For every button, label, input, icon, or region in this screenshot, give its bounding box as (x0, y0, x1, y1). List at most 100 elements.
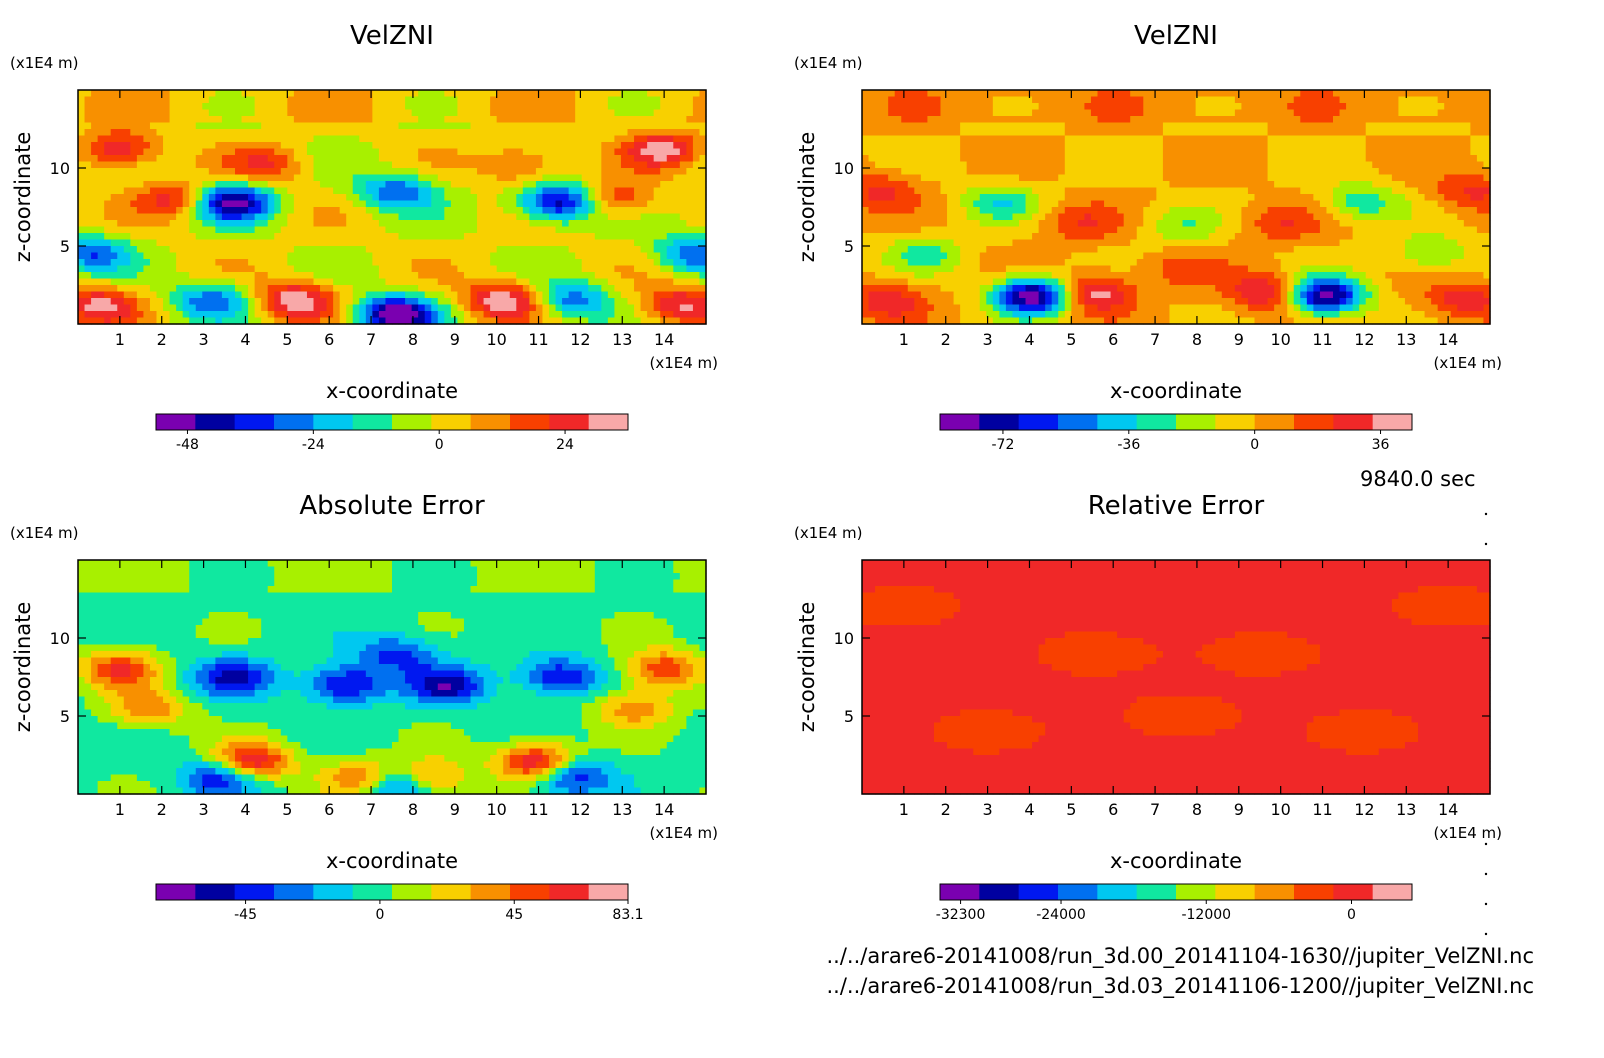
heatmap-cell (1287, 175, 1294, 182)
heatmap-cell (862, 103, 869, 110)
heatmap-cell (183, 272, 190, 279)
heatmap-cell (366, 103, 373, 110)
heatmap-cell (556, 272, 563, 279)
heatmap-cell (634, 227, 641, 234)
heatmap-cell (242, 292, 249, 299)
heatmap-cell (137, 285, 144, 292)
heatmap-cell (569, 155, 576, 162)
heatmap-cell (176, 181, 183, 188)
heatmap-cell (111, 220, 118, 227)
heatmap-cell (562, 103, 569, 110)
heatmap-cell (1359, 155, 1366, 162)
heatmap-cell (1163, 155, 1170, 162)
heatmap-cell (457, 123, 464, 130)
heatmap-cell (242, 240, 249, 247)
heatmap-cell (634, 194, 641, 201)
heatmap-cell (621, 188, 628, 195)
heatmap-cell (595, 142, 602, 149)
heatmap-cell (641, 129, 648, 136)
heatmap-cell (307, 103, 314, 110)
heatmap-cell (569, 162, 576, 169)
heatmap-cell (248, 253, 255, 260)
heatmap-cell (1065, 175, 1072, 182)
heatmap-cell (104, 136, 111, 143)
heatmap-cell (124, 181, 131, 188)
heatmap-cell (202, 292, 209, 299)
heatmap-cell (960, 181, 967, 188)
heatmap-cell (1039, 168, 1046, 175)
heatmap-cell (314, 103, 321, 110)
heatmap-cell (869, 142, 876, 149)
heatmap-cell (248, 168, 255, 175)
heatmap-cell (601, 110, 608, 117)
heatmap-cell (215, 142, 222, 149)
heatmap-cell (98, 168, 105, 175)
heatmap-cell (189, 233, 196, 240)
heatmap-cell (189, 246, 196, 253)
heatmap-cell (608, 220, 615, 227)
heatmap-cell (327, 201, 334, 208)
heatmap-cell (1104, 175, 1111, 182)
heatmap-cell (1222, 90, 1229, 97)
heatmap-cell (471, 266, 478, 273)
heatmap-cell (1464, 155, 1471, 162)
heatmap-cell (1006, 155, 1013, 162)
heatmap-cell (1255, 103, 1262, 110)
heatmap-cell (98, 123, 105, 130)
heatmap-cell (484, 168, 491, 175)
heatmap-cell (510, 246, 517, 253)
heatmap-cell (1320, 116, 1327, 123)
heatmap-cell (438, 168, 445, 175)
heatmap-cell (111, 110, 118, 117)
heatmap-cell (176, 142, 183, 149)
heatmap-cell (608, 162, 615, 169)
heatmap-cell (1300, 181, 1307, 188)
heatmap-cell (235, 162, 242, 169)
heatmap-cell (327, 136, 334, 143)
heatmap-cell (1084, 116, 1091, 123)
heatmap-cell (215, 272, 222, 279)
heatmap-cell (1457, 142, 1464, 149)
heatmap-cell (875, 181, 882, 188)
heatmap-cell (601, 220, 608, 227)
heatmap-cell (1366, 162, 1373, 169)
heatmap-cell (634, 168, 641, 175)
heatmap-cell (163, 181, 170, 188)
heatmap-cell (490, 142, 497, 149)
heatmap-cell (353, 259, 360, 266)
heatmap-cell (294, 90, 301, 97)
heatmap-cell (647, 123, 654, 130)
heatmap-cell (927, 181, 934, 188)
heatmap-cell (1098, 129, 1105, 136)
heatmap-cell (569, 227, 576, 234)
heatmap-cell (1353, 162, 1360, 169)
heatmap-cell (601, 149, 608, 156)
heatmap-cell (183, 168, 190, 175)
heatmap-cell (1372, 129, 1379, 136)
heatmap-cell (222, 272, 229, 279)
heatmap-cell (399, 259, 406, 266)
heatmap-cell (575, 142, 582, 149)
heatmap-cell (1104, 129, 1111, 136)
heatmap-cell (523, 155, 530, 162)
heatmap-cell (641, 292, 648, 299)
heatmap-cell (1300, 162, 1307, 169)
heatmap-cell (438, 305, 445, 312)
heatmap-cell (202, 285, 209, 292)
heatmap-cell (647, 298, 654, 305)
heatmap-cell (294, 136, 301, 143)
heatmap-cell (320, 207, 327, 214)
heatmap-cell (967, 181, 974, 188)
heatmap-cell (1084, 97, 1091, 104)
heatmap-cell (516, 162, 523, 169)
heatmap-cell (693, 90, 700, 97)
heatmap-cell (346, 259, 353, 266)
heatmap-cell (1359, 90, 1366, 97)
heatmap-cell (157, 279, 164, 286)
heatmap-cell (1353, 136, 1360, 143)
heatmap-cell (438, 123, 445, 130)
heatmap-cell (1359, 110, 1366, 117)
heatmap-cell (973, 136, 980, 143)
heatmap-cell (549, 123, 556, 130)
